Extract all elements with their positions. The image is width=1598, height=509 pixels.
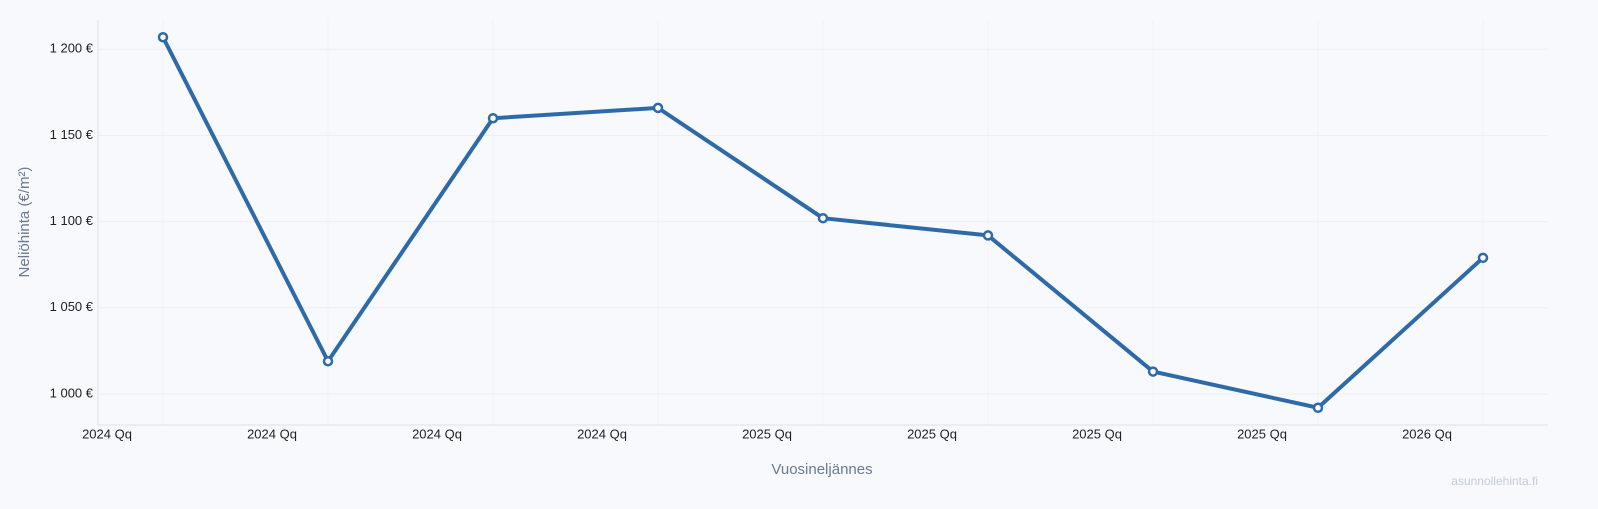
x-tick-label: 2025 Qq: [907, 426, 957, 441]
x-tick-label: 2025 Qq: [1072, 426, 1122, 441]
x-tick-label: 2025 Qq: [1237, 426, 1287, 441]
point: [1312, 402, 1324, 414]
x-tick-label: 2024 Qq: [82, 426, 132, 441]
point: [1477, 252, 1489, 264]
x-tick-label: 2024 Qq: [577, 426, 627, 441]
y-tick-label: 1 150 €: [50, 127, 94, 142]
watermark: asunnollehinta.fi: [1451, 474, 1538, 488]
y-tick-label: 1 100 €: [50, 213, 94, 228]
point: [1147, 366, 1159, 377]
x-tick-label: 2025 Qq: [742, 426, 792, 441]
point: [652, 102, 664, 114]
point: [817, 212, 829, 224]
y-tick-label: 1 050 €: [50, 299, 94, 314]
point: [157, 31, 169, 43]
point: [487, 112, 499, 124]
x-axis-title: Vuosineljännes: [771, 461, 872, 478]
x-tick-label: 2024 Qq: [412, 426, 462, 441]
x-tick-label: 2024 Qq: [247, 426, 297, 441]
point: [322, 355, 334, 367]
x-tick-label: 2026 Qq: [1402, 426, 1452, 441]
y-axis-title: Neliöhinta (€/m²): [16, 167, 33, 278]
y-tick-label: 1 000 €: [50, 385, 94, 400]
y-tick-label: 1 200 €: [50, 41, 94, 56]
point: [982, 230, 994, 241]
